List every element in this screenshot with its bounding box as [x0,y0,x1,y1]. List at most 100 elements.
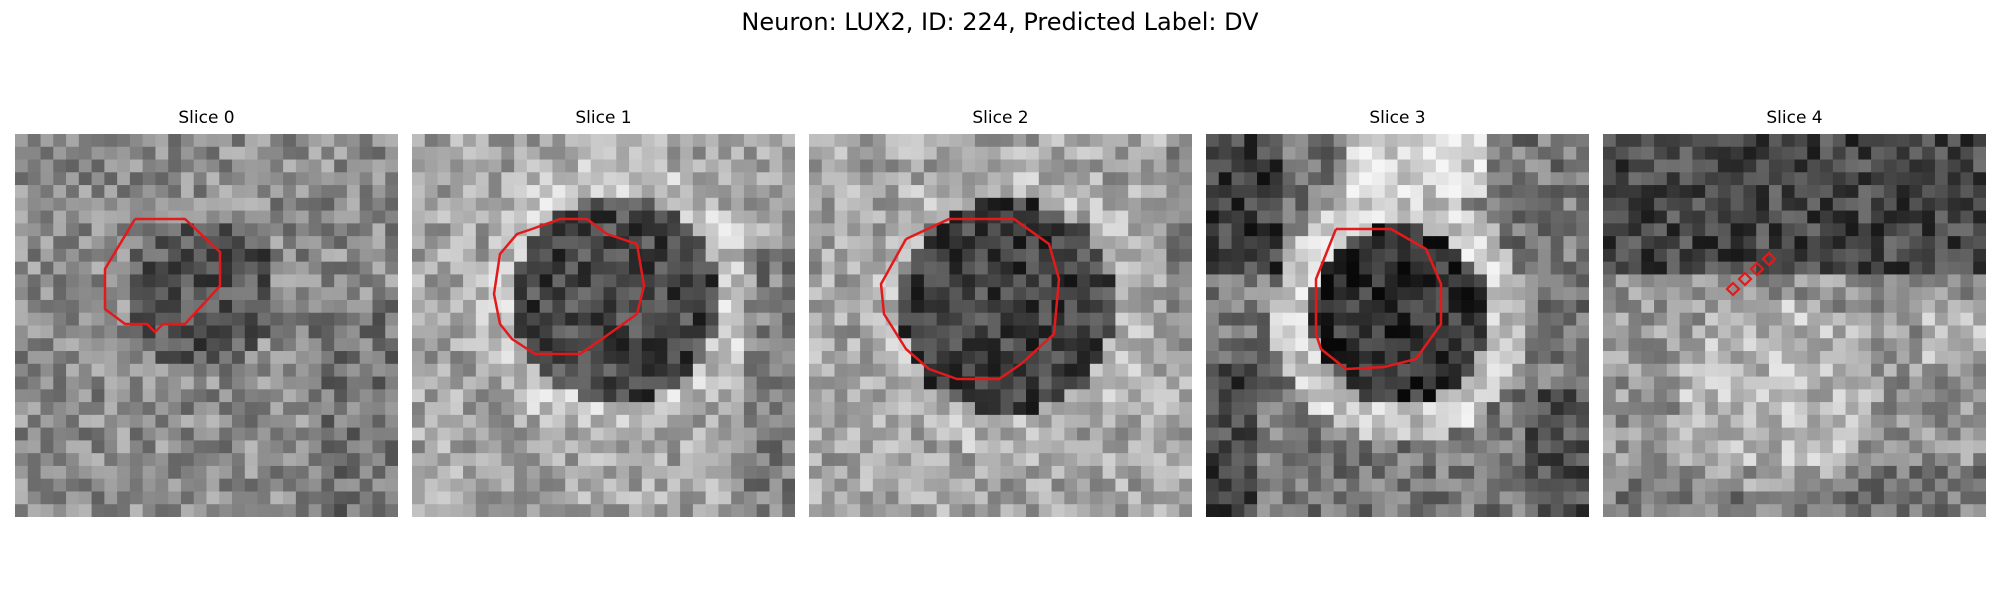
pixel-cell [872,363,887,378]
pixel-cell [1089,338,1104,352]
pixel-cell [27,389,42,403]
pixel-cell [1115,287,1129,301]
pixel-cell [463,223,477,237]
pixel-cell [308,146,322,161]
pixel-cell [718,453,732,467]
pixel-cell [1537,325,1552,339]
pixel-cell [1051,236,1065,250]
pixel-cell [450,338,464,352]
pixel-cell [1140,185,1155,199]
pixel-cell [1153,491,1168,505]
pixel-cell [1257,261,1271,276]
pixel-cell [1807,236,1821,250]
pixel-cell [1883,465,1898,480]
pixel-cell [1641,504,1655,517]
pixel-cell [1346,261,1360,276]
pixel-cell [1038,414,1053,429]
pixel-cell [974,248,989,263]
pixel-cell [219,504,233,517]
pixel-cell [1705,159,1719,173]
pixel-cell [987,248,1002,263]
pixel-cell [1871,402,1885,416]
pixel-cell [834,389,848,403]
pixel-cell [539,248,554,263]
pixel-cell [629,427,643,441]
pixel-cell [1371,491,1386,505]
pixel-cell [936,338,951,352]
pixel-cell [385,197,398,212]
pixel-cell [1077,197,1091,212]
pixel-cell [283,248,297,263]
pixel-cell [1371,159,1386,173]
pixel-cell [463,197,477,212]
pixel-cell [577,363,592,378]
pixel-cell [1423,223,1437,237]
pixel-cell [923,389,938,403]
pixel-cell [1320,210,1335,224]
pixel-cell [782,465,795,480]
pixel-cell [1820,440,1834,454]
pixel-cell [809,146,823,161]
pixel-cell [1013,197,1027,212]
pixel-cell [1768,223,1783,237]
pixel-cell [1166,274,1180,288]
pixel-cell [334,287,348,301]
pixel-cell [1102,427,1116,441]
pixel-cell [1807,287,1821,301]
pixel-cell [667,504,681,517]
pixel-cell [860,172,874,186]
pixel-cell [1140,146,1155,161]
pixel-cell [1807,363,1821,378]
pixel-cell [1423,134,1437,148]
pixel-cell [1934,287,1949,301]
pixel-cell [193,287,208,301]
pixel-cell [1832,491,1847,505]
pixel-cell [1064,312,1078,327]
pixel-cell [1615,389,1630,403]
pixel-cell [1781,274,1796,288]
pixel-cell [1512,351,1526,365]
pixel-cell [78,261,93,276]
pixel-cell [1257,248,1271,263]
pixel-cell [1423,338,1437,352]
pixel-cell [809,376,823,390]
pixel-cell [1308,453,1322,467]
pixel-cell [450,261,464,276]
pixel-cell [1832,261,1847,276]
pixel-cell [590,287,605,301]
pixel-cell [257,159,271,173]
pixel-cell [334,376,348,390]
pixel-cell [1550,478,1565,493]
pixel-cell [936,414,951,429]
pixel-cell [1794,389,1808,403]
pixel-cell [1102,197,1116,212]
pixel-cell [654,351,668,365]
pixel-cell [1537,185,1552,199]
pixel-cell [437,210,451,224]
pixel-cell [809,248,823,263]
pixel-cell [974,325,989,339]
pixel-cell [1654,453,1668,467]
pixel-cell [769,223,783,237]
pixel-cell [1077,465,1091,480]
pixel-cell [1705,287,1719,301]
pixel-cell [847,210,861,224]
pixel-cell [219,440,233,454]
pixel-cell [193,453,208,467]
pixel-cell [923,402,938,416]
pixel-cell [206,363,220,378]
pixel-cell [1000,465,1014,480]
pixel-cell [104,223,118,237]
pixel-cell [1115,261,1129,276]
pixel-cell [1499,453,1513,467]
pixel-cell [1257,146,1271,161]
pixel-cell [1692,185,1706,199]
pixel-cell [1153,465,1168,480]
pixel-cell [1628,210,1642,224]
pixel-cell [308,248,322,263]
pixel-cell [1371,440,1386,454]
pixel-cell [898,274,912,288]
pixel-cell [1537,351,1552,365]
pixel-cell [206,478,220,493]
pixel-cell [936,223,951,237]
